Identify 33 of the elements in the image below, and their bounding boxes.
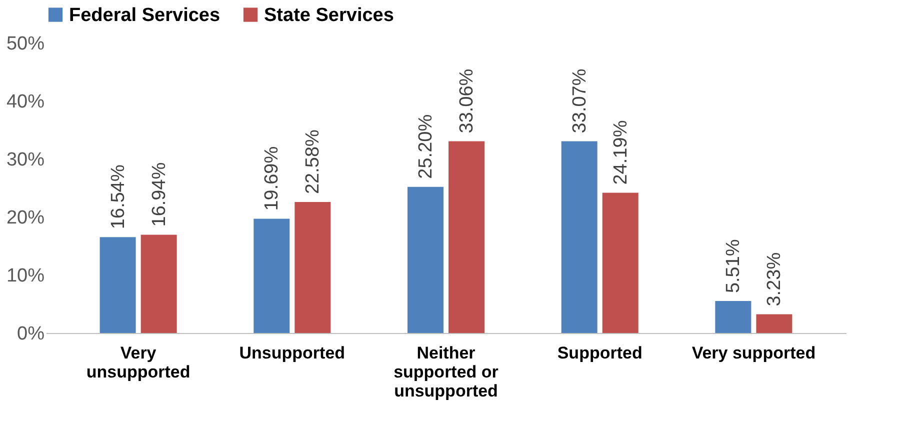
y-tick-label: 0% <box>17 324 45 344</box>
bar <box>756 314 792 333</box>
bar <box>294 202 331 333</box>
bar <box>254 218 290 333</box>
x-tick-label: Supported <box>557 344 642 362</box>
y-tick-label: 30% <box>6 150 45 170</box>
bar <box>407 186 444 333</box>
bar <box>448 141 485 333</box>
data-label: 19.69% <box>262 146 283 211</box>
data-label: 25.20% <box>415 114 436 179</box>
y-tick-label: 50% <box>6 34 45 54</box>
legend-label: Federal Services <box>69 4 220 26</box>
data-label: 16.54% <box>108 164 129 230</box>
y-tick-label: 40% <box>6 92 45 112</box>
bar <box>602 192 638 333</box>
legend-label: State Services <box>264 4 394 26</box>
bar <box>140 234 177 333</box>
x-tick-label: Very supported <box>692 344 816 362</box>
bar <box>715 301 752 333</box>
bar <box>561 141 598 333</box>
x-tick-label: Neither supported or unsupported <box>394 344 499 400</box>
y-tick-label: 10% <box>6 266 45 286</box>
data-label: 5.51% <box>723 239 744 294</box>
data-label: 33.07% <box>569 68 590 134</box>
data-label: 24.19% <box>610 120 632 185</box>
x-tick-label: Unsupported <box>239 344 346 362</box>
data-label: 22.58% <box>302 129 324 194</box>
data-label: 3.23% <box>764 252 786 306</box>
x-tick-label: Very unsupported <box>86 344 190 382</box>
y-tick-label: 20% <box>6 208 45 228</box>
data-label: 16.94% <box>148 162 170 227</box>
data-label: 33.06% <box>456 68 478 134</box>
bar <box>100 237 136 333</box>
